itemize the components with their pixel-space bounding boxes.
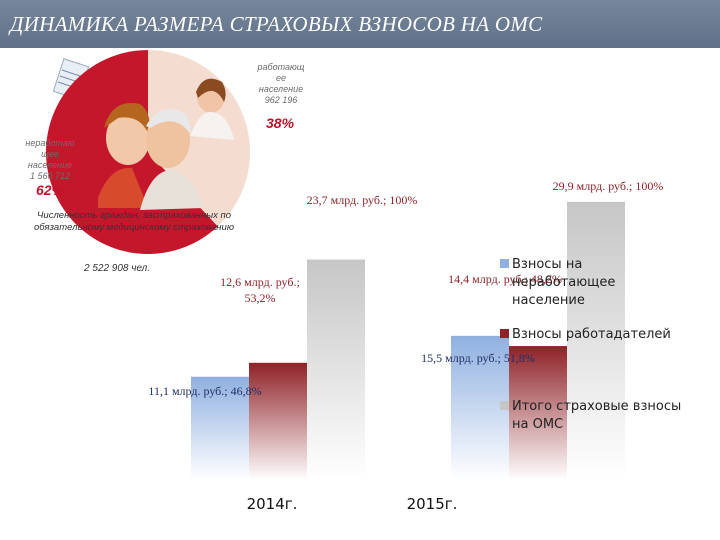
nonworking-population-pct: 62% (36, 182, 65, 198)
bar-0-1 (451, 335, 509, 480)
bar-label-1-0: 12,6 млрд. руб.; 53,2% (220, 275, 300, 305)
working-population-label: работающ ее население 962 196 (257, 62, 305, 105)
legend-label-2: Итого страховые взносы на ОМС (512, 399, 681, 432)
bar-label-2-1: 29,9 млрд. руб.; 100% (553, 179, 664, 193)
people-illustration (98, 78, 234, 210)
page-title: ДИНАМИКА РАЗМЕРА СТРАХОВЫХ ВЗНОСОВ НА ОМ… (10, 12, 543, 36)
pie-chart (46, 50, 250, 254)
pie-total: 2 522 908 чел. (84, 263, 151, 274)
legend-swatch-1 (500, 329, 509, 338)
pie-caption: Численность граждан, застрахованных по о… (34, 210, 234, 233)
bar-2-0 (307, 259, 365, 480)
bar-label-1-1: 14,4 млрд. руб.; 48,2% (448, 272, 562, 286)
bar-1-1 (509, 346, 567, 480)
category-label-0: 2014г. (247, 495, 298, 513)
title-bar: ДИНАМИКА РАЗМЕРА СТРАХОВЫХ ВЗНОСОВ НА ОМ… (0, 0, 720, 48)
bar-1-0 (249, 362, 307, 480)
category-label-1: 2015г. (407, 495, 458, 513)
bar-label-2-0: 23,7 млрд. руб.; 100% (307, 193, 418, 207)
pie-section: работающ ее население 962 196 38% нерабо… (0, 48, 320, 288)
nonworking-population-label: неработаю щее население 1 560 712 (25, 138, 75, 181)
legend-label-0: Взносы на неработающее население (512, 257, 615, 308)
bar-2-1 (567, 201, 625, 480)
legend-label-1: Взносы работадателей (512, 327, 671, 342)
legend-swatch-2 (500, 401, 509, 410)
working-population-pct: 38% (266, 115, 295, 131)
bar-label-0-0: 11,1 млрд. руб.; 46,8% (148, 384, 261, 398)
bar-0-0 (191, 376, 249, 480)
legend-swatch-0 (500, 259, 509, 268)
bar-label-0-1: 15,5 млрд. руб.; 51,8% (421, 351, 535, 365)
